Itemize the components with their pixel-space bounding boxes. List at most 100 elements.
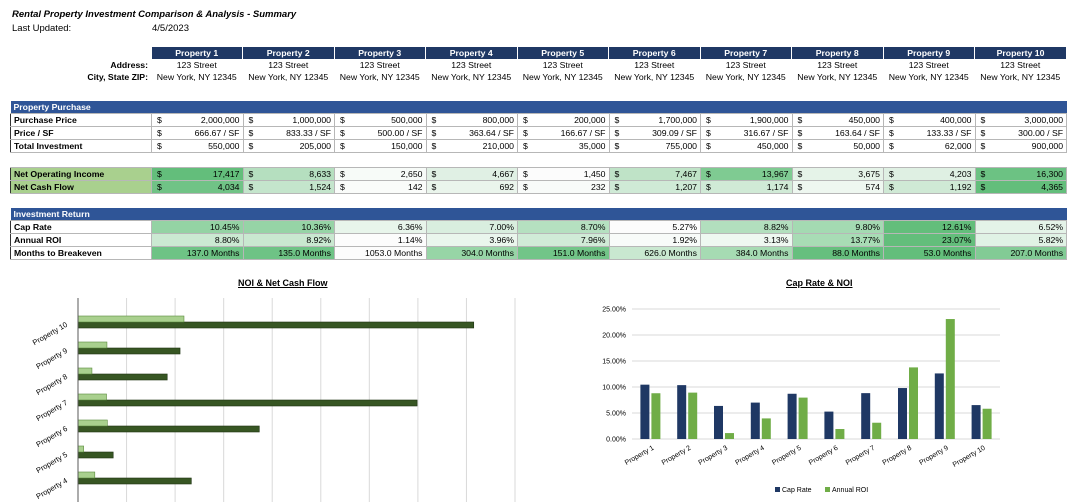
value-cell[interactable]: $4,203 — [883, 167, 976, 181]
value-cell[interactable]: 5.82% — [974, 233, 1068, 247]
bar-annual-roi[interactable] — [909, 367, 918, 439]
value-cell[interactable]: 13.77% — [791, 233, 884, 247]
value-cell[interactable]: 207.0 Months — [974, 246, 1068, 260]
value-cell[interactable]: 23.07% — [883, 233, 976, 247]
value-cell[interactable]: 135.0 Months — [242, 246, 335, 260]
city-1[interactable]: New York, NY 12345 — [156, 72, 237, 82]
value-cell[interactable]: 6.52% — [974, 220, 1068, 234]
property-name-7[interactable]: Property 7 — [699, 47, 792, 59]
value-cell[interactable]: 6.36% — [334, 220, 427, 234]
bar-cap-rate[interactable] — [787, 393, 797, 439]
bar-annual-roi[interactable] — [725, 433, 734, 439]
city-7[interactable]: New York, NY 12345 — [705, 72, 786, 82]
bar-cap-rate[interactable] — [677, 385, 687, 439]
bar-noi[interactable] — [77, 373, 168, 381]
bar-net-cash-flow[interactable] — [77, 393, 107, 401]
cap-rate-chart[interactable]: 0.00% 5.00% 10.00% 15.00% 20.00% 25.00% Proper… — [560, 292, 1070, 502]
value-cell[interactable]: $205,000 — [242, 139, 335, 153]
bar-annual-roi[interactable] — [761, 418, 771, 439]
value-cell[interactable]: 8.82% — [700, 220, 793, 234]
value-cell[interactable]: 7.00% — [425, 220, 518, 234]
bar-cap-rate[interactable] — [640, 384, 650, 439]
city-10[interactable]: New York, NY 12345 — [980, 72, 1061, 82]
value-cell[interactable]: 3.13% — [700, 233, 793, 247]
city-3[interactable]: New York, NY 12345 — [339, 72, 420, 82]
bar-cap-rate[interactable] — [971, 405, 981, 439]
address-9[interactable]: 123 Street — [908, 60, 949, 70]
value-cell[interactable]: $1,900,000 — [700, 113, 793, 127]
bar-net-cash-flow[interactable] — [77, 315, 185, 323]
bar-annual-roi[interactable] — [688, 392, 698, 439]
value-cell[interactable]: $163.64 / SF — [791, 126, 884, 140]
value-cell[interactable]: 53.0 Months — [883, 246, 976, 260]
value-cell[interactable]: $150,000 — [334, 139, 427, 153]
address-5[interactable]: 123 Street — [542, 60, 583, 70]
value-cell[interactable]: 1053.0 Months — [334, 246, 427, 260]
value-cell[interactable]: $450,000 — [700, 139, 793, 153]
bar-net-cash-flow[interactable] — [77, 471, 96, 479]
address-2[interactable]: 123 Street — [268, 60, 309, 70]
value-cell[interactable]: $316.67 / SF — [700, 126, 793, 140]
bar-noi[interactable] — [77, 399, 418, 407]
address-8[interactable]: 123 Street — [817, 60, 858, 70]
bar-net-cash-flow[interactable] — [77, 341, 108, 349]
value-cell[interactable]: 151.0 Months — [517, 246, 610, 260]
value-cell[interactable]: 88.0 Months — [791, 246, 884, 260]
value-cell[interactable]: $755,000 — [608, 139, 701, 153]
address-6[interactable]: 123 Street — [634, 60, 675, 70]
value-cell[interactable]: 304.0 Months — [425, 246, 518, 260]
value-cell[interactable]: $1,524 — [242, 180, 335, 194]
value-cell[interactable]: $7,467 — [608, 167, 701, 181]
value-cell[interactable]: 137.0 Months — [151, 246, 244, 260]
bar-cap-rate[interactable] — [824, 411, 834, 439]
property-name-4[interactable]: Property 4 — [425, 47, 517, 59]
value-cell[interactable]: $16,300 — [974, 167, 1067, 181]
bar-annual-roi[interactable] — [872, 422, 882, 439]
value-cell[interactable]: $574 — [791, 180, 884, 194]
value-cell[interactable]: $133.33 / SF — [883, 126, 976, 140]
value-cell[interactable]: $833.33 / SF — [242, 126, 335, 140]
value-cell[interactable]: $1,174 — [700, 180, 793, 194]
value-cell[interactable]: 8.80% — [151, 233, 244, 247]
value-cell[interactable]: $1,207 — [608, 180, 701, 194]
value-cell[interactable]: $13,967 — [700, 167, 793, 181]
value-cell[interactable]: $1,700,000 — [608, 113, 701, 127]
value-cell[interactable]: $400,000 — [883, 113, 976, 127]
address-7[interactable]: 123 Street — [725, 60, 766, 70]
value-cell[interactable]: $2,000,000 — [151, 113, 244, 127]
value-cell[interactable]: $1,450 — [517, 167, 610, 181]
city-6[interactable]: New York, NY 12345 — [614, 72, 695, 82]
value-cell[interactable]: $200,000 — [517, 113, 610, 127]
value-cell[interactable]: $363.64 / SF — [425, 126, 518, 140]
last-updated-value[interactable]: 4/5/2023 — [152, 23, 189, 34]
value-cell[interactable]: $500.00 / SF — [334, 126, 427, 140]
value-cell[interactable]: $35,000 — [517, 139, 610, 153]
value-cell[interactable]: $17,417 — [151, 167, 244, 181]
bar-cap-rate[interactable] — [714, 405, 723, 439]
value-cell[interactable]: 5.27% — [608, 220, 701, 234]
bar-noi[interactable] — [77, 321, 475, 329]
bar-cap-rate[interactable] — [898, 388, 907, 439]
property-name-8[interactable]: Property 8 — [791, 47, 883, 59]
value-cell[interactable]: $300.00 / SF — [974, 126, 1068, 140]
property-name-2[interactable]: Property 2 — [242, 47, 334, 59]
city-4[interactable]: New York, NY 12345 — [431, 72, 512, 82]
bar-annual-roi[interactable] — [945, 319, 955, 439]
value-cell[interactable]: $4,034 — [151, 180, 244, 194]
value-cell[interactable]: 10.45% — [151, 220, 244, 234]
address-4[interactable]: 123 Street — [451, 60, 492, 70]
value-cell[interactable]: $210,000 — [425, 139, 518, 153]
value-cell[interactable]: $3,675 — [791, 167, 884, 181]
city-9[interactable]: New York, NY 12345 — [888, 72, 969, 82]
value-cell[interactable]: $3,000,000 — [974, 113, 1068, 127]
property-name-10[interactable]: Property 10 — [974, 47, 1066, 59]
bar-noi[interactable] — [77, 477, 192, 485]
value-cell[interactable]: $4,365 — [974, 180, 1067, 194]
property-name-9[interactable]: Property 9 — [882, 47, 975, 59]
city-5[interactable]: New York, NY 12345 — [522, 72, 603, 82]
property-name-6[interactable]: Property 6 — [608, 47, 700, 59]
address-1[interactable]: 123 Street — [176, 60, 217, 70]
property-name-3[interactable]: Property 3 — [333, 47, 426, 59]
value-cell[interactable]: $692 — [425, 180, 518, 194]
